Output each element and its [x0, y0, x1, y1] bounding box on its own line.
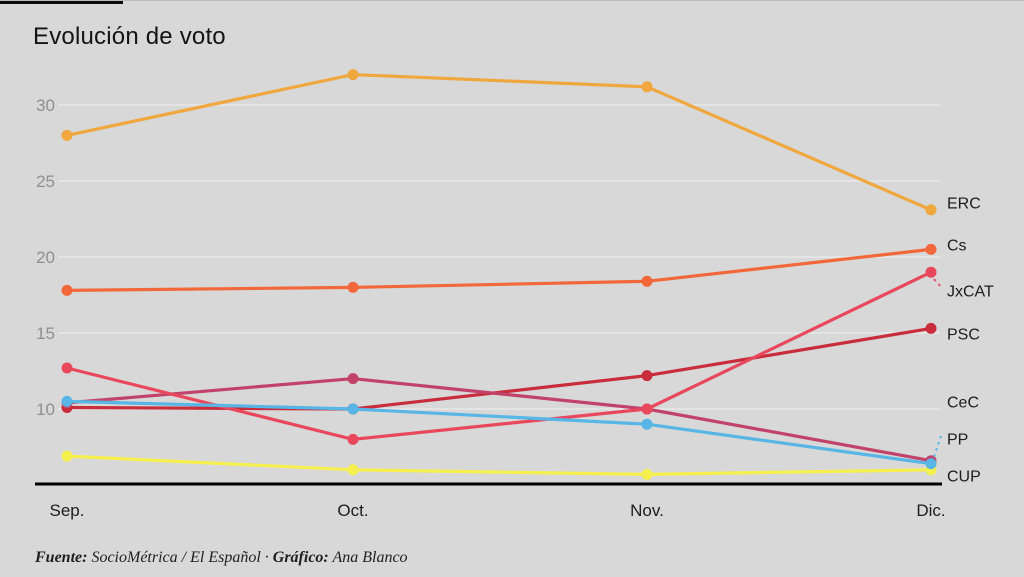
x-axis-tick-Sep: Sep. — [50, 501, 85, 520]
series-line-CeC — [65, 399, 933, 466]
graphic-credit-value: Ana Blanco — [328, 549, 408, 566]
series-line-Cs — [65, 247, 933, 292]
y-axis-tick-30: 30 — [36, 96, 55, 115]
y-axis-tick-25: 25 — [36, 172, 55, 191]
series-label-CeC: CeC — [947, 395, 979, 412]
x-axis-tick-Oct: Oct. — [337, 501, 368, 520]
source-label: Fuente: — [35, 549, 88, 566]
series-point-CUP-Sep — [61, 450, 73, 462]
series-point-CUP-Nov — [641, 468, 653, 480]
series-point-CeC-Sep — [61, 395, 73, 407]
series-label-JxCAT: JxCAT — [947, 284, 994, 301]
series-point-CeC-Oct — [347, 403, 359, 415]
source-credit: Fuente: SocioMétrica / El Español · Gráf… — [35, 549, 408, 567]
series-line-CUP — [65, 454, 933, 477]
series-point-JxCAT-Dic — [925, 266, 937, 278]
series-point-ERC-Dic — [925, 204, 937, 216]
series-point-PSC-Nov — [641, 370, 653, 382]
y-axis-tick-15: 15 — [36, 324, 55, 343]
series-point-CeC-Nov — [641, 418, 653, 430]
series-point-Cs-Nov — [641, 275, 653, 287]
separator-dot: · — [260, 549, 273, 566]
series-line-JxCAT — [65, 270, 933, 442]
series-point-JxCAT-Nov — [641, 403, 653, 415]
series-point-JxCAT-Oct — [347, 433, 359, 445]
series-label-PSC: PSC — [947, 327, 980, 344]
page-title: Evolución de voto — [33, 23, 226, 50]
source-value: SocioMétrica / El Español — [87, 549, 261, 566]
series-label-PP: PP — [947, 432, 968, 449]
x-axis-tick-Nov: Nov. — [630, 501, 664, 520]
y-axis-tick-10: 10 — [36, 400, 55, 419]
series-point-JxCAT-Sep — [61, 362, 73, 374]
leader-line-JxCAT — [933, 278, 943, 289]
x-axis-tick-Dic: Dic. — [916, 501, 945, 520]
series-point-ERC-Sep — [61, 129, 73, 141]
series-point-Cs-Sep — [61, 284, 73, 296]
series-line-PP — [65, 376, 933, 463]
series-point-CUP-Oct — [347, 464, 359, 476]
series-line-PSC — [65, 326, 933, 411]
series-label-Cs: Cs — [947, 238, 967, 255]
series-point-CeC-Dic — [925, 458, 937, 470]
graphic-credit-label: Gráfico: — [272, 549, 329, 566]
series-point-PP-Oct — [347, 373, 359, 385]
series-point-Cs-Oct — [347, 281, 359, 293]
series-line-ERC — [65, 72, 933, 212]
series-point-ERC-Oct — [347, 69, 359, 81]
series-point-Cs-Dic — [925, 243, 937, 255]
series-label-ERC: ERC — [947, 196, 981, 213]
series-label-CUP: CUP — [947, 469, 981, 486]
series-point-PSC-Dic — [925, 322, 937, 334]
leader-line-CeC — [933, 432, 943, 458]
series-point-ERC-Nov — [641, 81, 653, 93]
top-accent-bar — [0, 1, 123, 4]
y-axis-tick-20: 20 — [36, 248, 55, 267]
